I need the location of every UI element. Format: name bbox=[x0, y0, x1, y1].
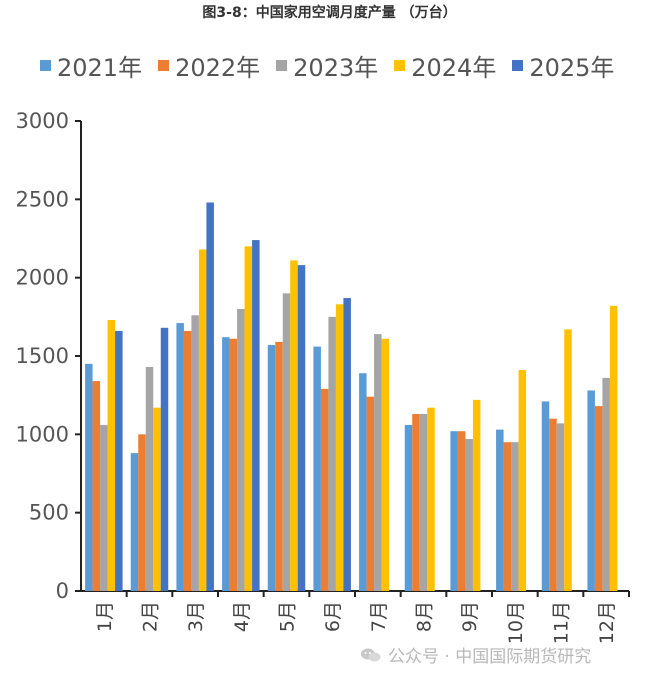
bar bbox=[191, 315, 199, 591]
bar bbox=[465, 439, 473, 591]
legend-item: 2024年 bbox=[394, 48, 496, 83]
watermark: 公众号 · 中国国际期货研究 bbox=[360, 642, 591, 667]
y-tick-label: 1500 bbox=[16, 344, 69, 368]
legend-label: 2021年 bbox=[57, 54, 143, 82]
bar bbox=[564, 329, 572, 591]
x-tick-label: 2月 bbox=[140, 601, 162, 632]
y-tick-label: 1000 bbox=[16, 422, 69, 446]
bar bbox=[160, 327, 169, 591]
legend-item: 2021年 bbox=[40, 48, 142, 83]
bar bbox=[252, 240, 260, 592]
bar bbox=[472, 399, 481, 591]
bar bbox=[290, 260, 298, 591]
bar bbox=[366, 396, 375, 591]
bar bbox=[107, 319, 116, 591]
x-tick-label: 8月 bbox=[414, 601, 436, 632]
bar bbox=[229, 338, 238, 591]
y-tick-label: 500 bbox=[29, 501, 69, 525]
bar bbox=[412, 413, 420, 591]
bar bbox=[419, 413, 428, 591]
bar bbox=[100, 424, 108, 591]
bar bbox=[198, 249, 207, 591]
bar bbox=[374, 334, 382, 591]
bar bbox=[594, 406, 603, 591]
x-tick-label: 9月 bbox=[459, 601, 481, 632]
legend-label: 2025年 bbox=[529, 54, 615, 82]
x-tick-label: 7月 bbox=[368, 601, 390, 632]
bar bbox=[267, 345, 276, 591]
bar bbox=[320, 388, 329, 591]
x-tick-label: 10月 bbox=[505, 601, 527, 644]
watermark-text: 公众号 · 中国国际期货研究 bbox=[388, 647, 592, 667]
bar bbox=[549, 418, 557, 591]
bar bbox=[450, 431, 458, 591]
bar bbox=[541, 401, 550, 591]
legend: 2021年 2022年 2023年 2024年 2025年 bbox=[40, 48, 630, 83]
bar bbox=[183, 330, 192, 591]
legend-label: 2023年 bbox=[293, 54, 379, 82]
bar bbox=[237, 309, 245, 591]
chart-title: 图3-8：中国家用空调月度产量 （万台） bbox=[202, 5, 457, 21]
legend-swatch bbox=[512, 60, 524, 71]
y-tick-label: 3000 bbox=[16, 109, 69, 133]
y-tick-label: 2500 bbox=[16, 187, 69, 211]
bar bbox=[359, 373, 367, 591]
bar bbox=[176, 323, 184, 591]
bar bbox=[130, 453, 139, 591]
bar bbox=[138, 434, 146, 591]
x-tick-label: 5月 bbox=[277, 601, 299, 632]
bar bbox=[457, 431, 466, 591]
legend-item: 2023年 bbox=[276, 48, 378, 83]
bar bbox=[496, 429, 504, 591]
bar bbox=[222, 337, 230, 591]
bar bbox=[511, 442, 519, 591]
bar bbox=[518, 370, 527, 591]
bar bbox=[602, 377, 610, 591]
legend-label: 2022年 bbox=[175, 54, 261, 82]
legend-item: 2025年 bbox=[512, 48, 614, 83]
legend-item: 2022年 bbox=[158, 48, 260, 83]
bar bbox=[313, 346, 321, 591]
bar bbox=[297, 265, 306, 591]
bar bbox=[556, 423, 565, 591]
bar bbox=[381, 338, 390, 591]
bar bbox=[328, 316, 336, 591]
bar bbox=[609, 305, 618, 591]
legend-swatch bbox=[394, 60, 406, 71]
bar bbox=[206, 202, 214, 591]
bar bbox=[503, 442, 512, 591]
x-tick-label: 3月 bbox=[185, 601, 207, 632]
bar bbox=[587, 390, 595, 591]
bar bbox=[115, 330, 123, 591]
x-tick-label: 12月 bbox=[596, 601, 618, 644]
bar bbox=[427, 407, 435, 591]
wechat-icon bbox=[361, 648, 381, 661]
bar bbox=[153, 407, 161, 591]
legend-swatch bbox=[40, 60, 51, 71]
bar bbox=[92, 381, 101, 591]
bar bbox=[282, 293, 291, 591]
legend-swatch bbox=[276, 60, 288, 71]
y-tick-label: 0 bbox=[56, 579, 69, 603]
legend-label: 2024年 bbox=[411, 54, 497, 82]
y-tick-label: 2000 bbox=[16, 266, 69, 290]
x-tick-label: 4月 bbox=[231, 601, 253, 632]
x-tick-label: 1月 bbox=[94, 601, 116, 632]
bar bbox=[275, 341, 283, 591]
bar bbox=[85, 363, 93, 591]
x-tick-label: 6月 bbox=[322, 601, 344, 632]
bar bbox=[145, 366, 154, 591]
bar bbox=[335, 304, 344, 591]
x-tick-label: 11月 bbox=[551, 601, 573, 644]
bar bbox=[404, 424, 413, 591]
bar bbox=[343, 298, 351, 591]
bar bbox=[244, 246, 253, 592]
legend-swatch bbox=[158, 60, 170, 71]
